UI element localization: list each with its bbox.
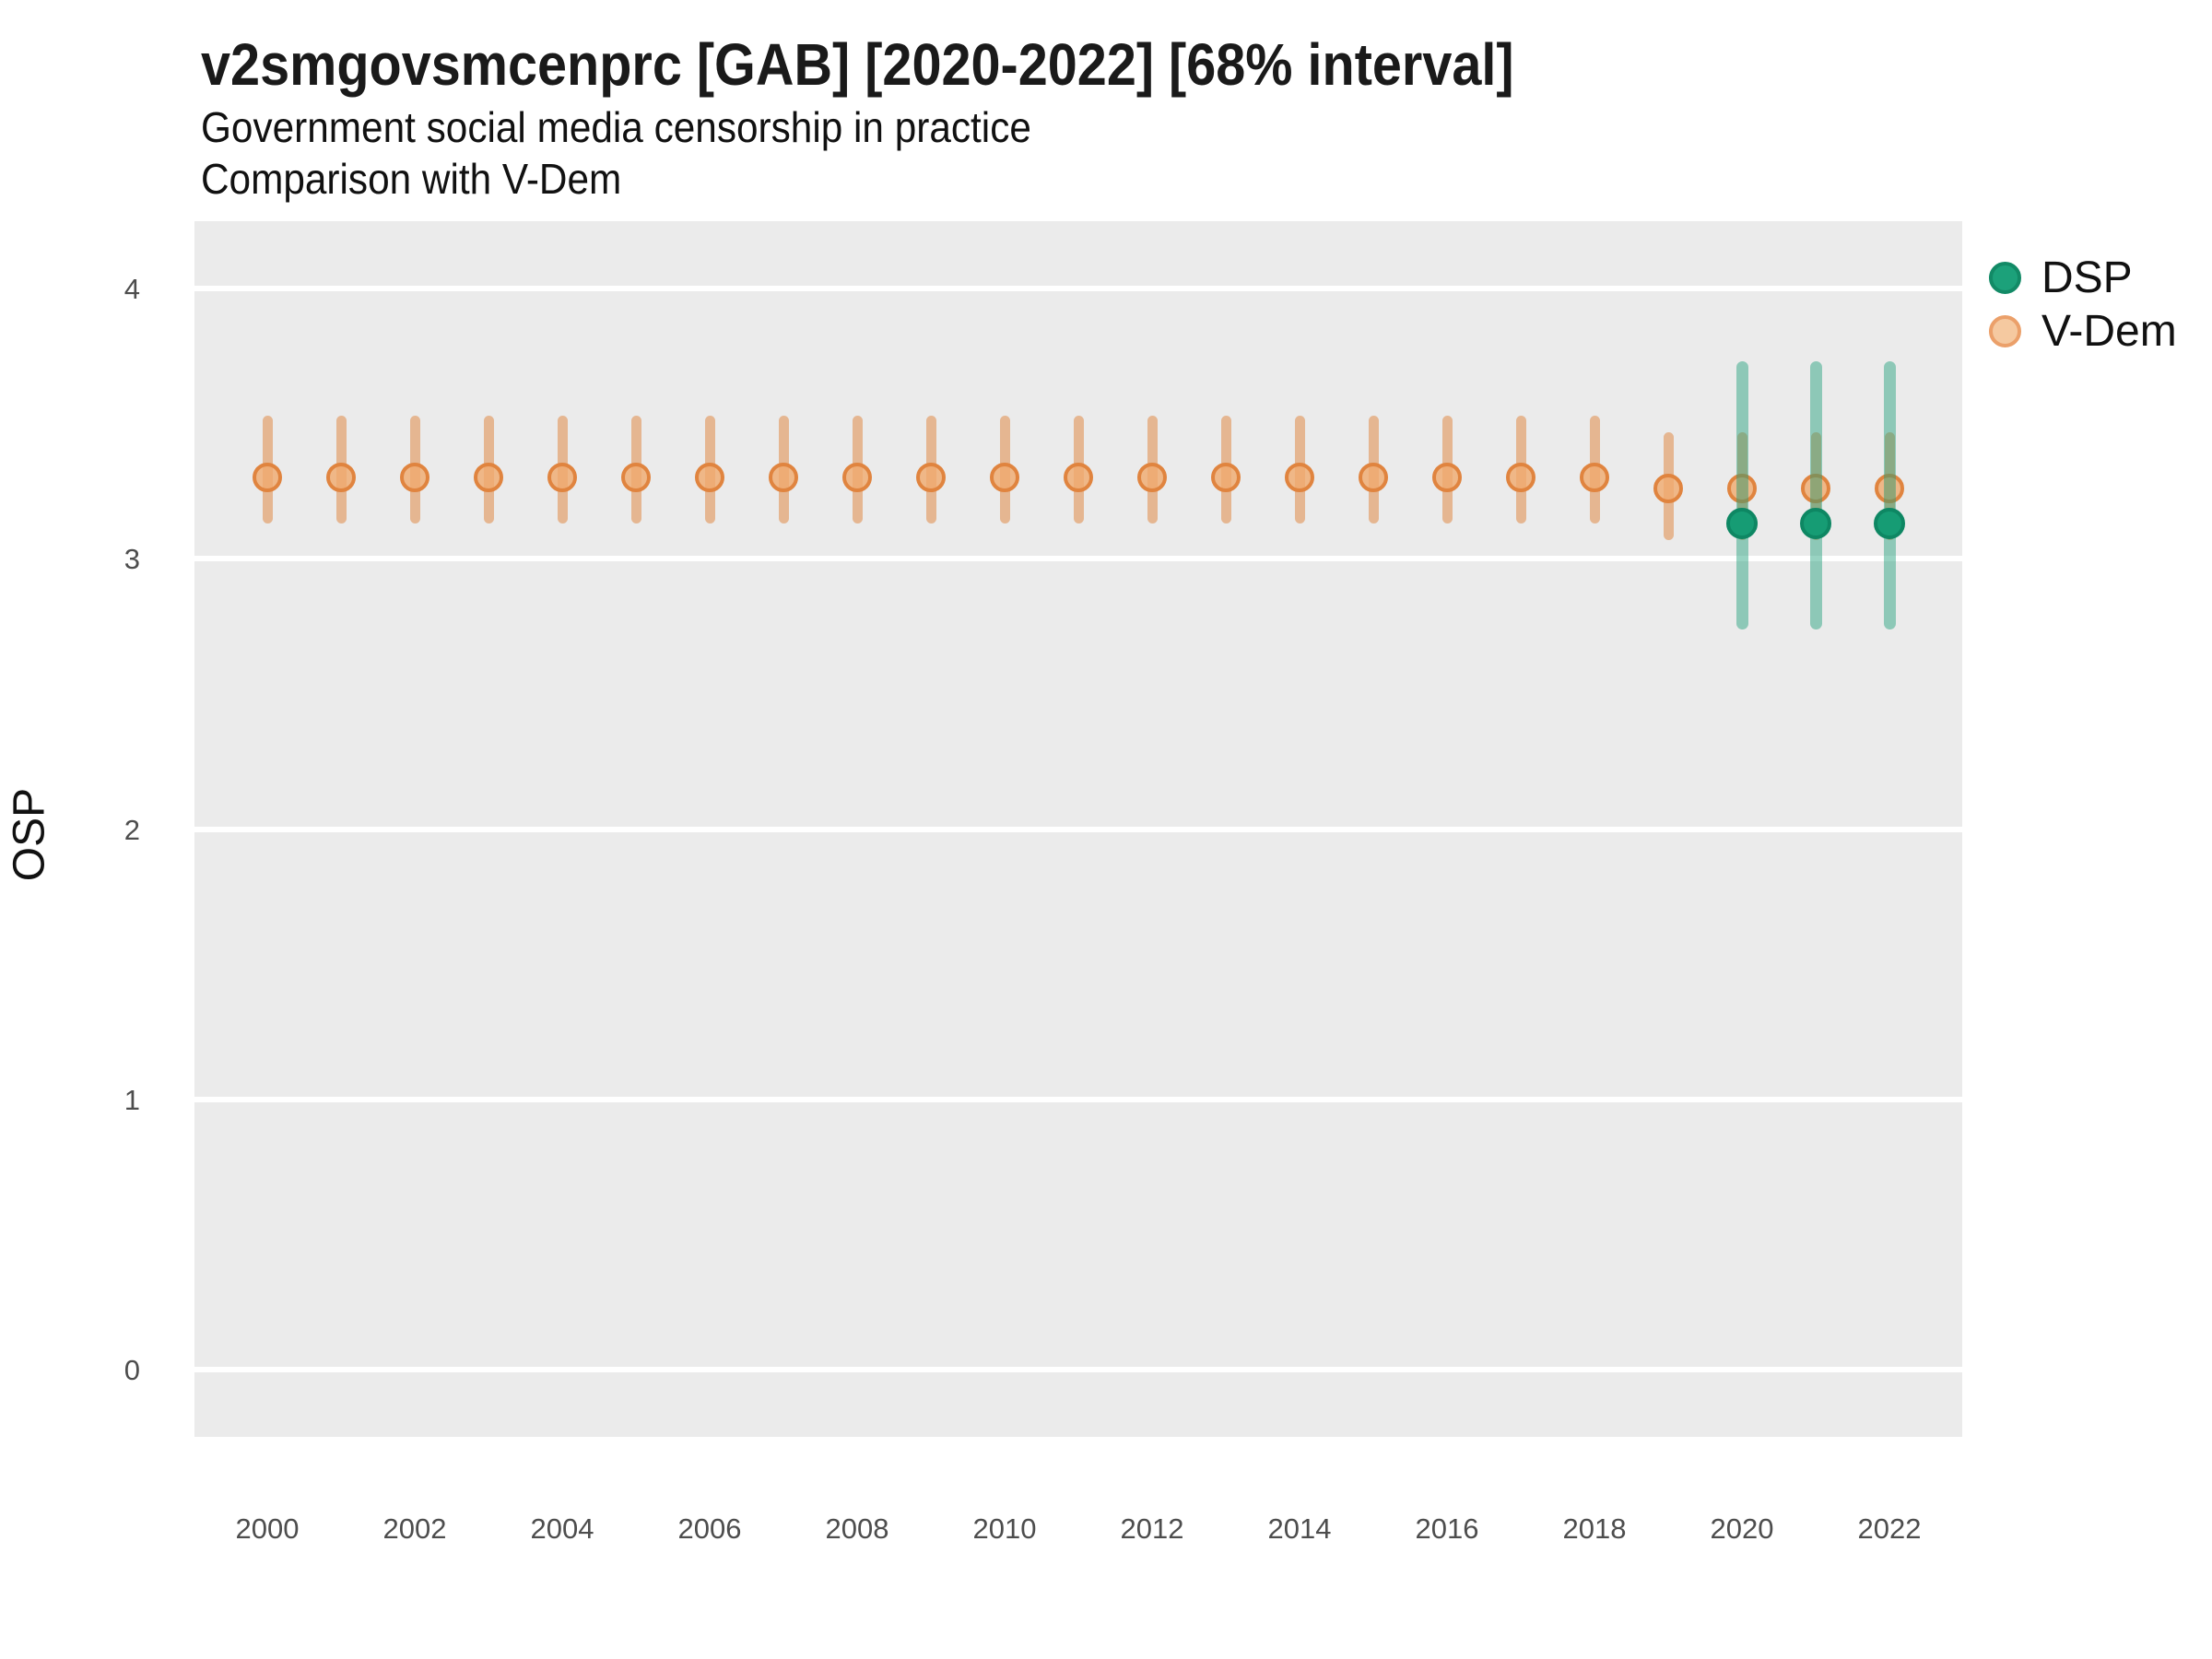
y-tick-label: 3 (124, 543, 140, 576)
point-v-dem (253, 463, 282, 493)
legend-label: V-Dem (2041, 306, 2177, 356)
y-axis-title: OSP (5, 787, 54, 882)
point-v-dem (1580, 463, 1609, 493)
x-tick-label: 2012 (1120, 1512, 1184, 1545)
point-v-dem (1506, 463, 1535, 493)
error-bar-dsp (1883, 361, 1896, 629)
point-v-dem (1875, 474, 1904, 504)
gridline-y-3 (194, 556, 1962, 562)
x-tick-label: 2014 (1267, 1512, 1332, 1545)
x-tick-label: 2002 (382, 1512, 447, 1545)
x-tick-label: 2004 (530, 1512, 594, 1545)
legend-label: DSP (2041, 253, 2133, 302)
point-v-dem (695, 463, 724, 493)
y-tick-label: 0 (124, 1353, 140, 1386)
y-tick-label: 2 (124, 813, 140, 846)
gridline-y-2 (194, 826, 1962, 832)
point-v-dem (1653, 474, 1683, 504)
legend-item-v-dem: V-Dem (1989, 304, 2177, 358)
x-tick-label: 2008 (825, 1512, 889, 1545)
y-tick-label: 4 (124, 273, 140, 306)
gridline-y-0 (194, 1366, 1962, 1372)
chart-subtitle-2: Comparison with V-Dem (201, 155, 622, 203)
error-bar-dsp (1809, 361, 1822, 629)
legend-item-dsp: DSP (1989, 251, 2177, 304)
point-v-dem (1137, 463, 1167, 493)
point-v-dem (547, 463, 577, 493)
x-tick-label: 2020 (1710, 1512, 1774, 1545)
point-v-dem (1727, 474, 1757, 504)
gridline-y-4 (194, 286, 1962, 292)
point-v-dem (621, 463, 651, 493)
x-tick-label: 2006 (677, 1512, 742, 1545)
point-v-dem (1801, 474, 1830, 504)
point-v-dem (400, 463, 429, 493)
gridline-y-1 (194, 1096, 1962, 1102)
point-v-dem (1359, 463, 1388, 493)
legend-dot-icon (1989, 314, 2021, 347)
legend: DSP V-Dem (1989, 251, 2177, 358)
point-dsp (1726, 508, 1758, 540)
point-v-dem (769, 463, 798, 493)
point-dsp (1874, 508, 1905, 540)
legend-dot-icon (1989, 261, 2021, 294)
point-v-dem (990, 463, 1019, 493)
chart-subtitle: Government social media censorship in pr… (201, 103, 1031, 151)
point-v-dem (474, 463, 503, 493)
y-tick-label: 1 (124, 1083, 140, 1116)
chart-title: v2smgovsmcenprc [GAB] [2020-2022] [68% i… (201, 31, 1514, 98)
x-tick-label: 2016 (1415, 1512, 1479, 1545)
plot-panel (194, 221, 1962, 1437)
error-bar-dsp (1735, 361, 1748, 629)
point-v-dem (1064, 463, 1093, 493)
x-tick-label: 2018 (1562, 1512, 1627, 1545)
x-tick-label: 2022 (1857, 1512, 1922, 1545)
x-tick-label: 2000 (235, 1512, 300, 1545)
point-v-dem (326, 463, 356, 493)
point-v-dem (1432, 463, 1462, 493)
point-v-dem (842, 463, 872, 493)
point-v-dem (1211, 463, 1241, 493)
point-v-dem (1285, 463, 1314, 493)
x-tick-label: 2010 (972, 1512, 1037, 1545)
point-dsp (1800, 508, 1831, 540)
point-v-dem (916, 463, 946, 493)
